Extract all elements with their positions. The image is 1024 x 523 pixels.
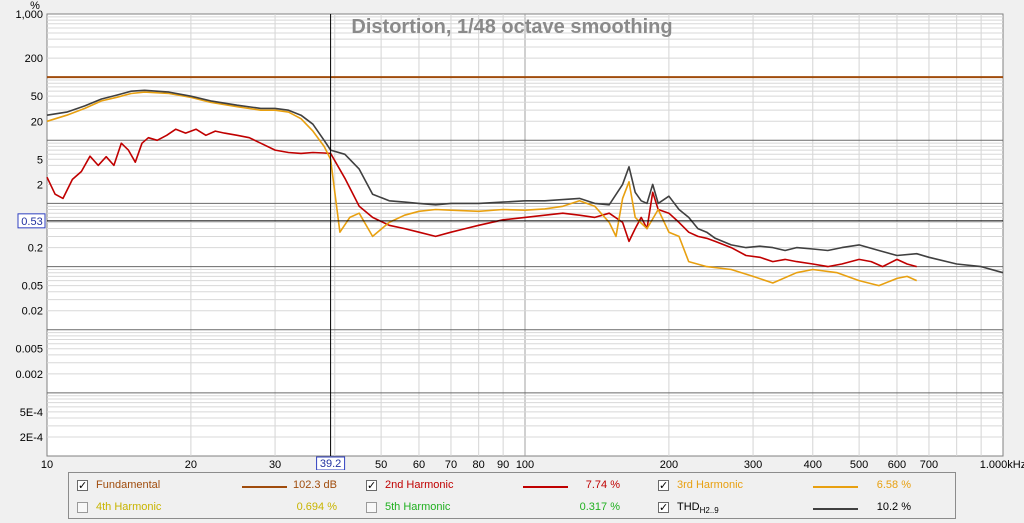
series-thd-h2-9 [46, 89, 1004, 274]
x-tick-label: 90 [497, 459, 509, 470]
legend-value: 10.2 % [876, 501, 911, 513]
cursor-y-readout: 0.53 [21, 216, 42, 228]
fundamental-checkbox[interactable]: ✓ [77, 479, 88, 492]
cursor-x-readout: 39.2 [320, 458, 341, 470]
5th-harmonic-checkbox[interactable] [366, 502, 377, 513]
legend: ✓ Fundamental 102.3 dB 4th Harmonic 0.69… [68, 472, 956, 519]
y-tick-label: 1,000 [15, 9, 43, 21]
x-tick-label: 100 [516, 459, 534, 470]
y-tick-label: 0.05 [22, 281, 43, 293]
4th-harmonic-checkbox[interactable] [77, 502, 88, 513]
chart-title: Distortion, 1/48 octave smoothing [351, 16, 672, 38]
legend-label: 4th Harmonic [96, 501, 162, 513]
legend-value: 6.58 % [876, 479, 911, 491]
series [46, 76, 1004, 287]
legend-value: 0.694 % [296, 501, 337, 513]
legend-value: 0.317 % [579, 501, 620, 513]
x-tick-label: 200 [660, 459, 678, 470]
legend-label: 5th Harmonic [385, 501, 451, 513]
legend-value: 102.3 dB [292, 479, 337, 491]
cursor-y-readout-box [17, 213, 46, 229]
y-tick-label: 2E-4 [20, 432, 43, 444]
y-tick-label: 0.2 [28, 243, 43, 255]
x-tick-label: 70 [445, 459, 457, 470]
thd-checkbox[interactable]: ✓ [658, 501, 669, 514]
x-tick-label: 60 [413, 459, 425, 470]
distortion-chart[interactable]: 10 20 30 50 60 70 80 90 100 200 300 400 500 600 700 1.0… [0, 0, 1024, 470]
series-2nd-harmonic [46, 128, 917, 268]
tick-labels: 10 20 30 50 60 70 80 90 100 200 300 400 500 600 700 1.0… [15, 9, 1024, 470]
legend-swatch [242, 486, 287, 488]
legend-swatch [813, 508, 858, 510]
x-tick-label: 10 [41, 459, 53, 470]
thd-label: THD [677, 501, 700, 513]
2nd-harmonic-checkbox[interactable]: ✓ [366, 479, 377, 492]
x-tick-label: 400 [804, 459, 822, 470]
y-tick-label: 0.005 [15, 344, 43, 356]
3rd-harmonic-checkbox[interactable]: ✓ [658, 479, 669, 492]
x-tick-label: 80 [473, 459, 485, 470]
y-tick-label: 50 [31, 91, 43, 103]
legend-label: Fundamental [96, 479, 161, 491]
x-tick-label: 30 [269, 459, 281, 470]
y-tick-label: 20 [31, 116, 43, 128]
x-tick-label: 600 [888, 459, 906, 470]
x-tick-label: 20 [185, 459, 197, 470]
y-tick-label: 0.02 [22, 306, 43, 318]
cursor[interactable]: 39.2 0.53 [17, 14, 1003, 470]
y-tick-label: 0.002 [15, 369, 43, 381]
x-tick-label: 500 [850, 459, 868, 470]
series-3rd-harmonic [46, 91, 918, 287]
legend-label: THDH2..9 [677, 501, 719, 515]
thd-label-subscript: H2..9 [699, 506, 719, 516]
y-axis-unit: % [30, 0, 40, 12]
x-tick-label: 1.000kHz [980, 459, 1024, 470]
grid [47, 14, 1003, 456]
legend-swatch [523, 486, 568, 488]
legend-label: 2nd Harmonic [385, 479, 454, 491]
y-tick-label: 200 [25, 53, 43, 65]
y-tick-label: 2 [37, 179, 43, 191]
x-tick-label: 700 [920, 459, 938, 470]
legend-swatch [813, 486, 858, 488]
cursor-x-readout-box [316, 456, 346, 470]
x-tick-label: 300 [744, 459, 762, 470]
y-tick-label: 5E-4 [20, 407, 43, 419]
x-tick-label: 50 [375, 459, 387, 470]
y-tick-label: 5 [37, 154, 43, 166]
legend-label: 3rd Harmonic [677, 479, 744, 491]
legend-value: 7.74 % [585, 479, 620, 491]
